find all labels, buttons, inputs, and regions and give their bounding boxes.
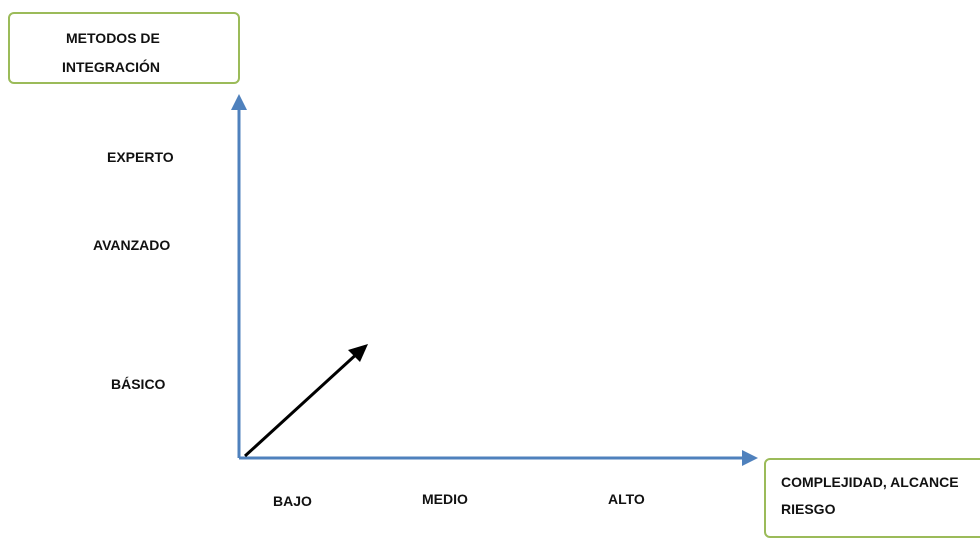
y-axis-arrowhead (231, 94, 247, 110)
y-axis-title-line1: METODOS DE (66, 30, 160, 46)
axes-diagram (231, 94, 758, 466)
x-level-alto: ALTO (608, 491, 645, 507)
x-axis-title-box: COMPLEJIDAD, ALCANCE RIESGO (764, 458, 980, 538)
x-level-bajo: BAJO (273, 493, 312, 509)
x-axis-title-line2: RIESGO (781, 501, 836, 517)
diagonal-arrowhead (348, 344, 368, 362)
x-level-medio: MEDIO (422, 491, 468, 507)
y-level-basico: BÁSICO (111, 376, 166, 392)
y-axis-title-box: METODOS DE INTEGRACIÓN (8, 12, 240, 84)
x-axis-arrowhead (742, 450, 758, 466)
diagonal-arrow-line (243, 349, 362, 458)
x-axis-title-line1: COMPLEJIDAD, ALCANCE (781, 474, 959, 490)
y-axis-title-line2: INTEGRACIÓN (62, 59, 160, 75)
y-level-avanzado: AVANZADO (93, 237, 171, 253)
y-level-experto: EXPERTO (107, 149, 174, 165)
